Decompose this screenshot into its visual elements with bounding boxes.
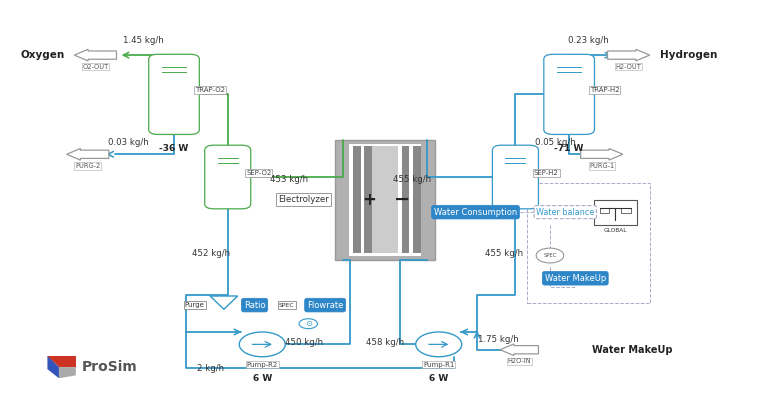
- Text: 452 kg/h: 452 kg/h: [192, 249, 229, 258]
- Text: 458 kg/h: 458 kg/h: [366, 338, 404, 347]
- FancyBboxPatch shape: [402, 146, 410, 253]
- Text: -36 W: -36 W: [159, 144, 189, 153]
- Text: TRAP-O2: TRAP-O2: [195, 87, 225, 93]
- Text: 453 kg/h: 453 kg/h: [270, 176, 308, 184]
- Circle shape: [299, 319, 317, 329]
- Text: Pump-R2: Pump-R2: [246, 362, 278, 368]
- Text: H2O-IN: H2O-IN: [507, 358, 531, 364]
- FancyBboxPatch shape: [544, 54, 594, 134]
- Text: Water balance: Water balance: [536, 208, 594, 217]
- Text: +: +: [363, 191, 377, 209]
- Text: SPEC: SPEC: [544, 253, 557, 258]
- Text: 6 W: 6 W: [429, 374, 448, 383]
- FancyBboxPatch shape: [492, 145, 538, 209]
- Text: 0.03 kg/h: 0.03 kg/h: [108, 138, 149, 147]
- Text: TRAP-H2: TRAP-H2: [590, 87, 620, 93]
- Text: 455 kg/h: 455 kg/h: [485, 249, 523, 258]
- FancyBboxPatch shape: [335, 140, 435, 260]
- FancyBboxPatch shape: [413, 146, 421, 253]
- Text: Flowrate: Flowrate: [307, 301, 343, 310]
- FancyArrow shape: [66, 149, 109, 160]
- Text: O2-OUT: O2-OUT: [82, 64, 109, 69]
- Polygon shape: [48, 356, 75, 367]
- Polygon shape: [210, 296, 238, 309]
- Text: Oxygen: Oxygen: [20, 50, 65, 60]
- FancyBboxPatch shape: [353, 146, 360, 253]
- Text: 455 kg/h: 455 kg/h: [393, 176, 430, 184]
- Text: SEP-O2: SEP-O2: [246, 170, 271, 176]
- Text: Purge: Purge: [185, 302, 205, 308]
- Circle shape: [239, 332, 285, 357]
- Text: Ratio: Ratio: [244, 301, 266, 310]
- Text: 0.05 kg/h: 0.05 kg/h: [535, 138, 576, 147]
- Circle shape: [416, 332, 462, 357]
- FancyBboxPatch shape: [149, 54, 199, 134]
- Text: ⊙: ⊙: [305, 319, 312, 328]
- Text: 1.75 kg/h: 1.75 kg/h: [478, 334, 519, 344]
- Text: GLOBAL: GLOBAL: [604, 228, 627, 233]
- Text: SPEC: SPEC: [279, 302, 295, 307]
- Text: Hydrogen: Hydrogen: [660, 50, 717, 60]
- FancyBboxPatch shape: [594, 200, 637, 225]
- FancyArrow shape: [608, 50, 650, 61]
- Text: ProSim: ProSim: [82, 360, 138, 374]
- FancyBboxPatch shape: [349, 144, 421, 255]
- FancyArrow shape: [74, 50, 116, 61]
- FancyArrow shape: [581, 149, 623, 160]
- Text: Water Consumption: Water Consumption: [434, 208, 517, 217]
- Circle shape: [536, 248, 564, 263]
- Text: PURG-2: PURG-2: [75, 163, 100, 169]
- FancyBboxPatch shape: [383, 146, 398, 253]
- Text: SEP-H2: SEP-H2: [534, 170, 559, 176]
- Text: 0.23 kg/h: 0.23 kg/h: [568, 36, 609, 45]
- FancyBboxPatch shape: [364, 146, 372, 253]
- FancyBboxPatch shape: [205, 145, 251, 209]
- Text: Water MakeUp: Water MakeUp: [544, 274, 606, 283]
- Text: 1.45 kg/h: 1.45 kg/h: [123, 36, 164, 45]
- Text: PURG-1: PURG-1: [589, 163, 614, 169]
- Text: 6 W: 6 W: [253, 374, 272, 383]
- Text: 2 kg/h: 2 kg/h: [197, 364, 224, 373]
- Text: Water MakeUp: Water MakeUp: [592, 345, 673, 355]
- FancyBboxPatch shape: [372, 146, 387, 253]
- Text: -71 W: -71 W: [554, 144, 584, 153]
- Polygon shape: [59, 367, 75, 378]
- Text: −: −: [393, 190, 410, 209]
- FancyArrow shape: [500, 344, 538, 356]
- Polygon shape: [48, 356, 59, 378]
- Text: Pump-R1: Pump-R1: [423, 362, 454, 368]
- Text: H2-OUT: H2-OUT: [616, 64, 641, 69]
- Text: 450 kg/h: 450 kg/h: [286, 338, 323, 347]
- Text: Electrolyzer: Electrolyzer: [278, 195, 329, 204]
